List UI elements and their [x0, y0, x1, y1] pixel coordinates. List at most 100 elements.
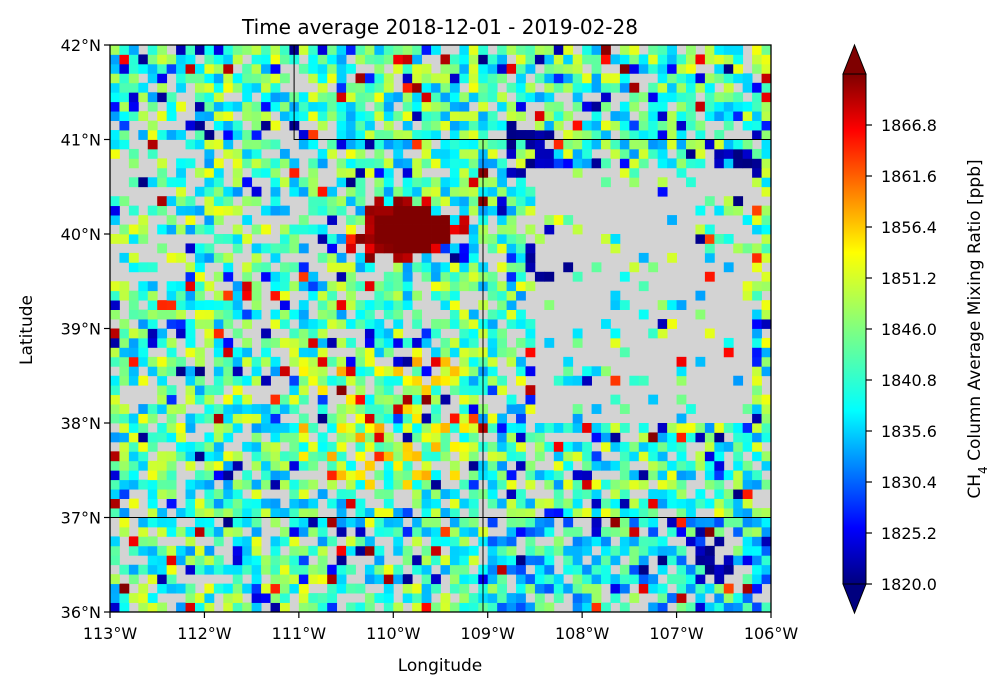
heatmap-cell: [119, 130, 130, 140]
heatmap-cell: [383, 82, 394, 93]
heatmap-cell: [752, 413, 762, 424]
heatmap-cell: [364, 111, 375, 121]
heatmap-cell: [534, 555, 545, 566]
heatmap-cell: [232, 602, 243, 613]
heatmap-cell: [638, 92, 649, 103]
heatmap-cell: [723, 234, 734, 244]
heatmap-cell: [506, 545, 517, 556]
heatmap-cell: [383, 593, 394, 603]
heatmap-cell: [686, 82, 696, 93]
heatmap-cell: [374, 441, 385, 452]
heatmap-cell: [393, 536, 404, 547]
heatmap-cell: [327, 54, 338, 65]
x-axis-label: Longitude: [398, 656, 483, 676]
heatmap-cell: [402, 177, 413, 188]
heatmap-cell: [279, 337, 290, 348]
heatmap-cell: [667, 517, 677, 528]
heatmap-cell: [355, 356, 366, 367]
heatmap-cell: [364, 545, 375, 556]
heatmap-cell: [601, 441, 611, 452]
heatmap-cell: [346, 489, 356, 499]
heatmap-cell: [610, 508, 621, 518]
heatmap-cell: [110, 92, 120, 103]
heatmap-cell: [516, 593, 526, 603]
heatmap-cell: [110, 602, 120, 613]
heatmap-cell: [714, 63, 725, 74]
heatmap-cell: [194, 526, 205, 537]
heatmap-cell: [270, 451, 281, 462]
heatmap-cell: [572, 470, 583, 481]
heatmap-cell: [204, 139, 215, 150]
x-tick-label: 106°W: [744, 624, 799, 643]
heatmap-cell: [261, 167, 271, 178]
heatmap-cell: [704, 498, 715, 509]
heatmap-cell: [752, 545, 762, 556]
heatmap-cell: [704, 234, 715, 244]
heatmap-cell: [270, 186, 281, 197]
heatmap-cell: [346, 545, 356, 556]
heatmap-cell: [374, 139, 385, 150]
heatmap-cell: [572, 139, 583, 150]
heatmap-cell: [157, 300, 168, 310]
heatmap-cell: [138, 564, 149, 575]
heatmap-cell: [449, 375, 460, 386]
heatmap-cell: [213, 564, 224, 575]
heatmap-cell: [185, 394, 196, 405]
heatmap-cell: [270, 479, 281, 490]
heatmap-cell: [449, 337, 460, 348]
heatmap-cell: [487, 498, 498, 509]
heatmap-cell: [128, 54, 139, 65]
heatmap-cell: [723, 158, 734, 169]
heatmap-cell: [242, 101, 253, 112]
plot-area: [109, 44, 772, 613]
heatmap-cell: [459, 574, 470, 585]
heatmap-cell: [752, 385, 762, 396]
heatmap-cell: [374, 224, 385, 235]
heatmap-cell: [601, 234, 611, 244]
heatmap-cell: [667, 54, 677, 65]
heatmap-cell: [591, 139, 602, 150]
heatmap-cell: [459, 413, 470, 424]
heatmap-cell: [364, 479, 375, 490]
heatmap-cell: [525, 536, 536, 547]
heatmap-cell: [279, 602, 290, 613]
heatmap-cell: [412, 63, 423, 74]
heatmap-cell: [157, 366, 168, 377]
heatmap-cell: [147, 366, 158, 377]
heatmap-cell: [336, 309, 347, 320]
heatmap-cell: [232, 281, 243, 292]
heatmap-cell: [431, 290, 441, 301]
heatmap-cell: [166, 300, 177, 310]
heatmap-cell: [723, 111, 734, 121]
heatmap-cell: [204, 63, 215, 74]
heatmap-cell: [553, 460, 564, 471]
heatmap-cell: [166, 470, 177, 481]
heatmap-cell: [459, 120, 470, 131]
heatmap-cell: [497, 281, 507, 292]
heatmap-cell: [157, 517, 168, 528]
heatmap-cell: [138, 545, 149, 556]
heatmap-cell: [176, 300, 186, 310]
heatmap-cell: [591, 489, 602, 499]
heatmap-cell: [478, 101, 489, 112]
heatmap-cell: [412, 215, 423, 225]
heatmap-cell: [752, 243, 762, 254]
heatmap-cell: [449, 139, 460, 150]
heatmap-cell: [204, 300, 215, 310]
heatmap-cell: [194, 441, 205, 452]
heatmap-cell: [317, 536, 328, 547]
heatmap-cell: [213, 328, 224, 339]
heatmap-cell: [695, 101, 706, 112]
heatmap-cell: [232, 356, 243, 367]
heatmap-cell: [761, 309, 772, 320]
heatmap-cell: [752, 583, 762, 594]
heatmap-cell: [525, 385, 536, 396]
heatmap-cell: [176, 602, 186, 613]
heatmap-cell: [421, 413, 432, 424]
heatmap-cell: [157, 309, 168, 320]
heatmap-cell: [336, 423, 347, 433]
heatmap-cell: [402, 574, 413, 585]
heatmap-cell: [110, 196, 120, 207]
heatmap-cell: [572, 555, 583, 566]
